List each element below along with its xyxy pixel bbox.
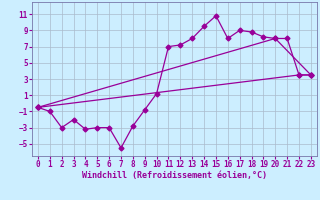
X-axis label: Windchill (Refroidissement éolien,°C): Windchill (Refroidissement éolien,°C) [82, 171, 267, 180]
